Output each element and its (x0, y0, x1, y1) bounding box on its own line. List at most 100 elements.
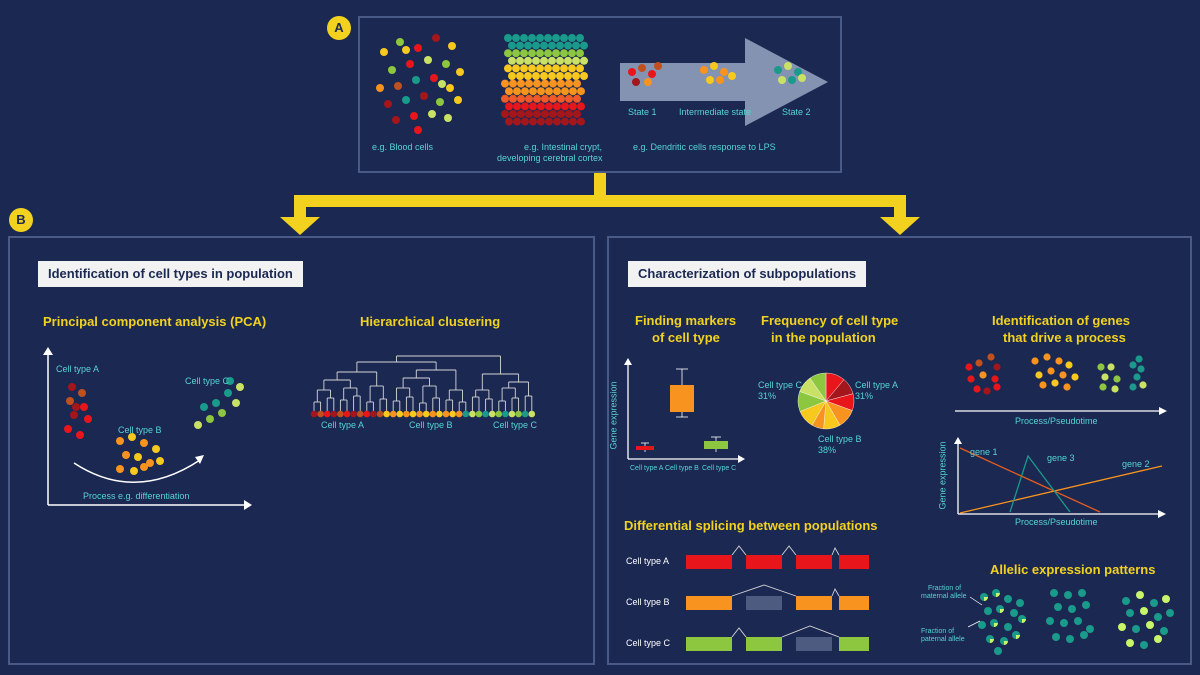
cell-dot (509, 79, 517, 88)
cell-dot (76, 431, 84, 439)
gene-3-line (1009, 454, 1071, 513)
cell-dot (568, 49, 576, 58)
allele-dot (1054, 603, 1062, 611)
pie-slice (809, 372, 827, 402)
cell-dot (568, 34, 576, 42)
allele-dot (1060, 619, 1068, 627)
cell-dot (644, 78, 652, 86)
badge-a: A (327, 16, 351, 40)
cell-dot (504, 64, 512, 73)
cell-dot (513, 102, 521, 111)
label-state-2: State 2 (782, 107, 811, 117)
cell-dot (548, 56, 556, 65)
markers-ylabel: Gene expression (608, 381, 619, 450)
cell-dot (993, 363, 1001, 371)
cell-dot (84, 415, 92, 423)
exon-a2 (746, 555, 782, 569)
cell-dot (517, 110, 525, 118)
allele-dot (1086, 625, 1094, 633)
leaf-dot (422, 410, 430, 418)
allele-dot (1166, 609, 1174, 617)
cell-dot (564, 41, 572, 50)
leaf-dot (436, 410, 443, 418)
connector-arrows (280, 173, 920, 235)
panel-a (358, 16, 842, 173)
cell-dot (501, 79, 509, 88)
cell-dot (1055, 357, 1063, 365)
allele-dot (1146, 621, 1154, 629)
splicing-diagram (686, 545, 869, 651)
cell-dot (524, 41, 532, 50)
cell-dot (540, 72, 548, 80)
cell-dot (394, 82, 402, 90)
pseudotime-dots (955, 353, 1167, 415)
cell-dot (1099, 383, 1107, 391)
leaf-dot (482, 410, 489, 418)
cell-dot (572, 41, 580, 50)
cell-dot (501, 110, 509, 118)
cell-dot (1071, 373, 1079, 381)
cell-dot (798, 74, 806, 82)
cell-dot (553, 102, 561, 111)
exon-c4 (839, 637, 869, 651)
cell-dot (402, 46, 410, 54)
cell-dot (576, 34, 584, 42)
cell-dot (1107, 363, 1115, 371)
cell-dot (520, 34, 528, 42)
exon-c1 (686, 637, 732, 651)
cell-dot (456, 68, 464, 76)
cell-dot (116, 465, 124, 473)
leaf-dot (330, 410, 338, 418)
cell-dot (1101, 373, 1109, 381)
cell-dot (520, 64, 528, 73)
cell-dot (716, 76, 724, 84)
cell-dot (561, 87, 569, 96)
cell-dot (454, 96, 462, 104)
leaf-dot (488, 410, 496, 418)
pie-pct-b: 38% (818, 445, 837, 455)
pca-label-b: Cell type B (118, 425, 162, 435)
cell-dot (540, 41, 548, 50)
cell-dot (513, 87, 521, 96)
cell-dot (529, 102, 537, 111)
cell-dot (553, 117, 561, 126)
exon-c2 (746, 637, 782, 651)
state-arrow (620, 38, 828, 126)
cell-dot (446, 84, 454, 92)
pie-pct-a: 31% (855, 391, 874, 401)
cell-dot (504, 49, 512, 58)
allele-dot (1080, 631, 1088, 639)
hc-label-c: Cell type C (493, 420, 538, 430)
paternal-label-2: paternal allele (921, 636, 965, 643)
cell-dot (580, 56, 588, 65)
arrow-shape (620, 38, 828, 126)
cell-dot (536, 49, 544, 58)
allele-dot (1004, 595, 1012, 603)
pie-label-a: Cell type A (855, 380, 899, 390)
allele-dot (1082, 601, 1090, 609)
markers-x-b: Cell type B (665, 465, 699, 472)
cell-dot (525, 94, 533, 103)
leaf-dot (508, 410, 516, 418)
leaf-dot (343, 410, 351, 418)
cell-dot (545, 87, 553, 96)
pie-chart (797, 372, 855, 430)
allele-dot (1136, 591, 1144, 599)
paternal-label-1: Fraction of (921, 628, 955, 635)
cell-dot (965, 363, 973, 371)
cell-dot (444, 114, 452, 122)
cell-dot (577, 102, 585, 111)
pca-label-c: Cell type C (185, 376, 230, 386)
cell-dot (521, 87, 529, 96)
cell-dot (993, 383, 1001, 391)
markers-x-c: Cell type C (702, 465, 737, 472)
genes-process-1: Process/Pseudotime (1015, 416, 1098, 426)
cell-dot (152, 445, 160, 453)
cell-dot (508, 56, 516, 65)
cell-dot (784, 62, 792, 70)
cell-dot (528, 34, 536, 42)
cell-dot (501, 94, 509, 103)
cell-dot (516, 41, 524, 50)
cell-dot (556, 41, 564, 50)
cell-dot (973, 385, 981, 393)
